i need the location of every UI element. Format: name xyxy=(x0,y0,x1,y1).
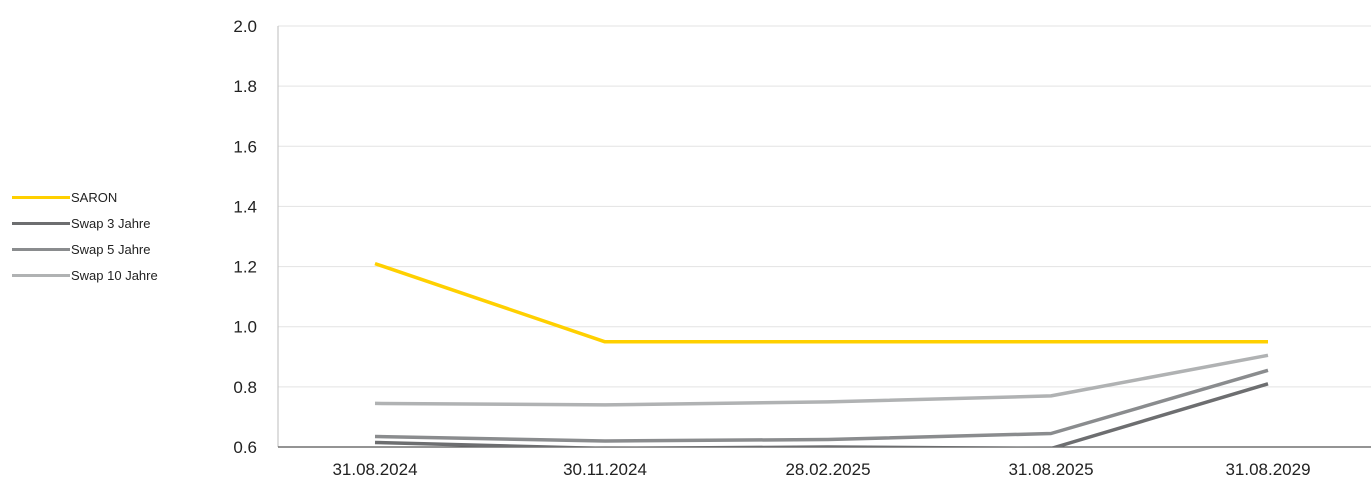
legend-label: SARON xyxy=(71,189,118,205)
series-line-swap-3-jahre xyxy=(374,382,1269,447)
legend-label: Swap 5 Jahre xyxy=(71,241,151,257)
y-tick-label: 1.2 xyxy=(233,258,257,277)
x-tick-label: 28.02.2025 xyxy=(785,460,870,479)
legend-item: SARON xyxy=(12,184,158,210)
series-lines xyxy=(374,261,1269,447)
x-tick-label: 30.11.2024 xyxy=(563,460,647,479)
legend-swatch xyxy=(12,247,70,251)
axes xyxy=(277,26,1371,448)
legend-label: Swap 10 Jahre xyxy=(71,267,158,283)
legend-item: Swap 5 Jahre xyxy=(12,236,158,262)
y-tick-label: 2.0 xyxy=(233,17,257,36)
legend-swatch xyxy=(12,273,70,277)
legend: SARON Swap 3 Jahre Swap 5 Jahre Swap 10 Jah… xyxy=(12,184,158,288)
x-tick-labels: 31.08.2024 30.11.2024 28.02.2025 31.08.2025… xyxy=(332,460,1310,479)
legend-item: Swap 10 Jahre xyxy=(12,262,158,288)
y-tick-label: 0.6 xyxy=(233,438,257,457)
y-tick-label: 1.0 xyxy=(233,318,257,337)
x-tick-label: 31.08.2029 xyxy=(1225,460,1310,479)
x-tick-label: 31.08.2024 xyxy=(332,460,417,479)
legend-swatch xyxy=(12,221,70,225)
x-tick-label: 31.08.2025 xyxy=(1008,460,1093,479)
legend-item: Swap 3 Jahre xyxy=(12,210,158,236)
y-tick-label: 0.8 xyxy=(233,378,257,397)
y-tick-labels: 2.0 1.8 1.6 1.4 1.2 1.0 0.8 0.6 xyxy=(233,17,257,457)
y-tick-label: 1.6 xyxy=(233,137,257,156)
y-tick-label: 1.8 xyxy=(233,77,257,96)
series-line-swap-5-jahre xyxy=(374,368,1269,443)
legend-label: Swap 3 Jahre xyxy=(71,215,151,231)
gridlines xyxy=(278,25,1371,388)
legend-swatch xyxy=(12,195,70,199)
series-line-swap-10-jahre xyxy=(374,353,1269,407)
y-tick-label: 1.4 xyxy=(233,197,257,216)
series-line-saron xyxy=(374,261,1268,344)
